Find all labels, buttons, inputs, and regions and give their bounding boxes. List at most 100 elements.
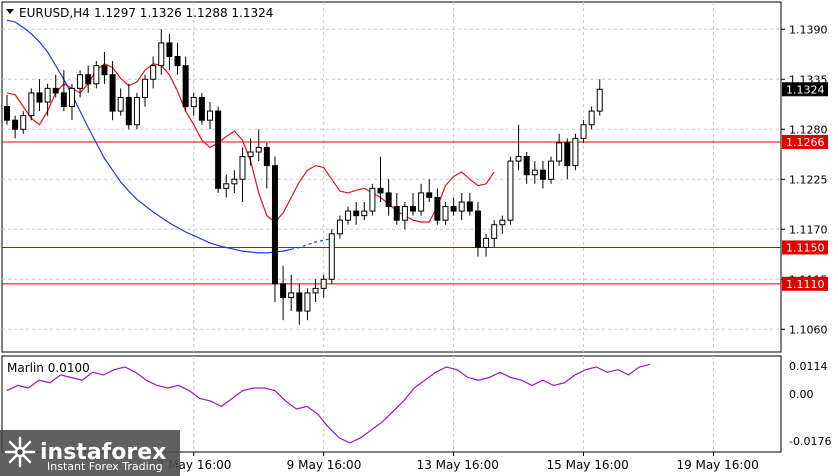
candle-body bbox=[434, 196, 441, 221]
candle-body bbox=[336, 219, 343, 235]
candle-body bbox=[564, 142, 571, 167]
watermark: instaforex Instant Forex Trading bbox=[0, 430, 180, 476]
candle-body bbox=[101, 65, 108, 76]
slow-moving-average-line bbox=[6, 19, 292, 254]
candle-body bbox=[361, 210, 368, 217]
candle-body bbox=[401, 206, 408, 221]
candle-body bbox=[263, 146, 270, 167]
price-panel[interactable] bbox=[1, 1, 782, 353]
candle-body bbox=[466, 201, 473, 212]
candle-body bbox=[231, 178, 238, 185]
current-price-tag bbox=[782, 82, 828, 97]
candle-body bbox=[174, 56, 181, 67]
candle-body bbox=[255, 146, 262, 153]
level-price-tag bbox=[782, 240, 828, 255]
candle-body bbox=[190, 96, 197, 108]
candle-body bbox=[385, 192, 392, 208]
candle-body bbox=[474, 210, 481, 248]
horizontal-levels bbox=[2, 141, 781, 285]
candle-body bbox=[499, 219, 506, 226]
candle-body bbox=[247, 151, 254, 158]
candle-body bbox=[207, 110, 213, 121]
candle-body bbox=[580, 124, 587, 139]
candle-body bbox=[150, 65, 157, 80]
candle-body bbox=[523, 156, 530, 176]
level-price-tag bbox=[782, 135, 828, 149]
candle-body bbox=[515, 156, 522, 162]
current-price-label: 1.1324 bbox=[786, 83, 825, 96]
watermark-tagline: Instant Forex Trading bbox=[47, 460, 163, 473]
candle-body bbox=[491, 224, 498, 239]
symbol-label: EURUSD,H4 bbox=[19, 6, 90, 20]
indicator-label: Marlin 0.0100 bbox=[7, 361, 90, 375]
candle-body bbox=[117, 96, 124, 112]
candle-body bbox=[442, 206, 449, 221]
time-axis: 7 May 16:00 9 May 16:00 13 May 16:00 15 May… bbox=[157, 452, 759, 472]
candle-body bbox=[280, 283, 287, 298]
watermark-brand: instaforex bbox=[40, 440, 166, 465]
candle-body bbox=[288, 292, 295, 298]
candle-body bbox=[418, 192, 425, 212]
candle-body bbox=[182, 65, 189, 108]
level-price-label: 1.1150 bbox=[786, 241, 825, 254]
candle-body bbox=[223, 183, 230, 189]
candle-body bbox=[20, 115, 27, 130]
candle-body bbox=[353, 210, 360, 217]
candle-body bbox=[426, 192, 433, 198]
candle-body bbox=[68, 87, 75, 108]
candle-body bbox=[556, 142, 563, 162]
marlin-oscillator-line bbox=[6, 363, 651, 444]
candle-body bbox=[596, 88, 603, 112]
y-tick-label: 1.1060 bbox=[789, 323, 828, 336]
level-price-label: 1.1266 bbox=[786, 136, 825, 149]
candle-body bbox=[158, 42, 165, 67]
candle-body bbox=[12, 119, 19, 130]
candle-body bbox=[271, 165, 278, 285]
level-price-label: 1.1110 bbox=[786, 278, 825, 291]
candle-body bbox=[393, 206, 400, 221]
candle-body bbox=[458, 201, 465, 212]
candle-body bbox=[36, 92, 43, 103]
y-tick-label: 1.1170 bbox=[789, 223, 828, 236]
candle-body bbox=[507, 160, 514, 221]
candle-body bbox=[77, 74, 84, 89]
grid bbox=[2, 2, 781, 452]
slow-moving-average-forecast bbox=[291, 237, 332, 250]
oscillator bbox=[6, 363, 651, 444]
level-price-tag bbox=[782, 276, 828, 291]
price-axis: 1.13901.13351.12801.12251.11701.11151.10… bbox=[781, 23, 831, 448]
candle-body bbox=[52, 87, 59, 94]
candle-body bbox=[239, 156, 246, 180]
y-tick-label: 1.1280 bbox=[789, 123, 828, 136]
x-tick-label: 9 May 16:00 bbox=[287, 458, 362, 472]
x-tick-label: 15 May 16:00 bbox=[547, 458, 629, 472]
symbol-dropdown-icon[interactable] bbox=[6, 9, 14, 14]
candle-body bbox=[531, 169, 538, 176]
indicator-tick-label: 0.00 bbox=[789, 388, 814, 401]
instaforex-logo-icon bbox=[4, 436, 36, 468]
candle-body bbox=[539, 169, 546, 180]
candle-body bbox=[125, 96, 132, 126]
candle-body bbox=[320, 278, 327, 289]
candle-body bbox=[410, 206, 416, 212]
candle-body bbox=[345, 210, 352, 221]
candles bbox=[4, 29, 603, 325]
candle-body bbox=[44, 87, 51, 103]
candle-body bbox=[304, 292, 311, 312]
candle-body bbox=[377, 187, 384, 194]
candle-body bbox=[296, 292, 303, 312]
candle-body bbox=[450, 206, 457, 212]
ohlc-readout: 1.1297 1.1326 1.1288 1.1324 bbox=[94, 6, 273, 20]
candle-body bbox=[60, 92, 67, 108]
candle-body bbox=[4, 106, 10, 121]
candle-body bbox=[166, 42, 173, 58]
candle-body bbox=[215, 110, 222, 189]
candle-body bbox=[548, 160, 555, 180]
candle-body bbox=[483, 237, 490, 248]
x-tick-label: 19 May 16:00 bbox=[676, 458, 758, 472]
candle-body bbox=[369, 187, 376, 212]
candle-body bbox=[142, 78, 149, 98]
candle-body bbox=[198, 96, 205, 121]
indicator-tick-label: 0.0114 bbox=[789, 360, 828, 373]
candle-body bbox=[93, 65, 100, 85]
